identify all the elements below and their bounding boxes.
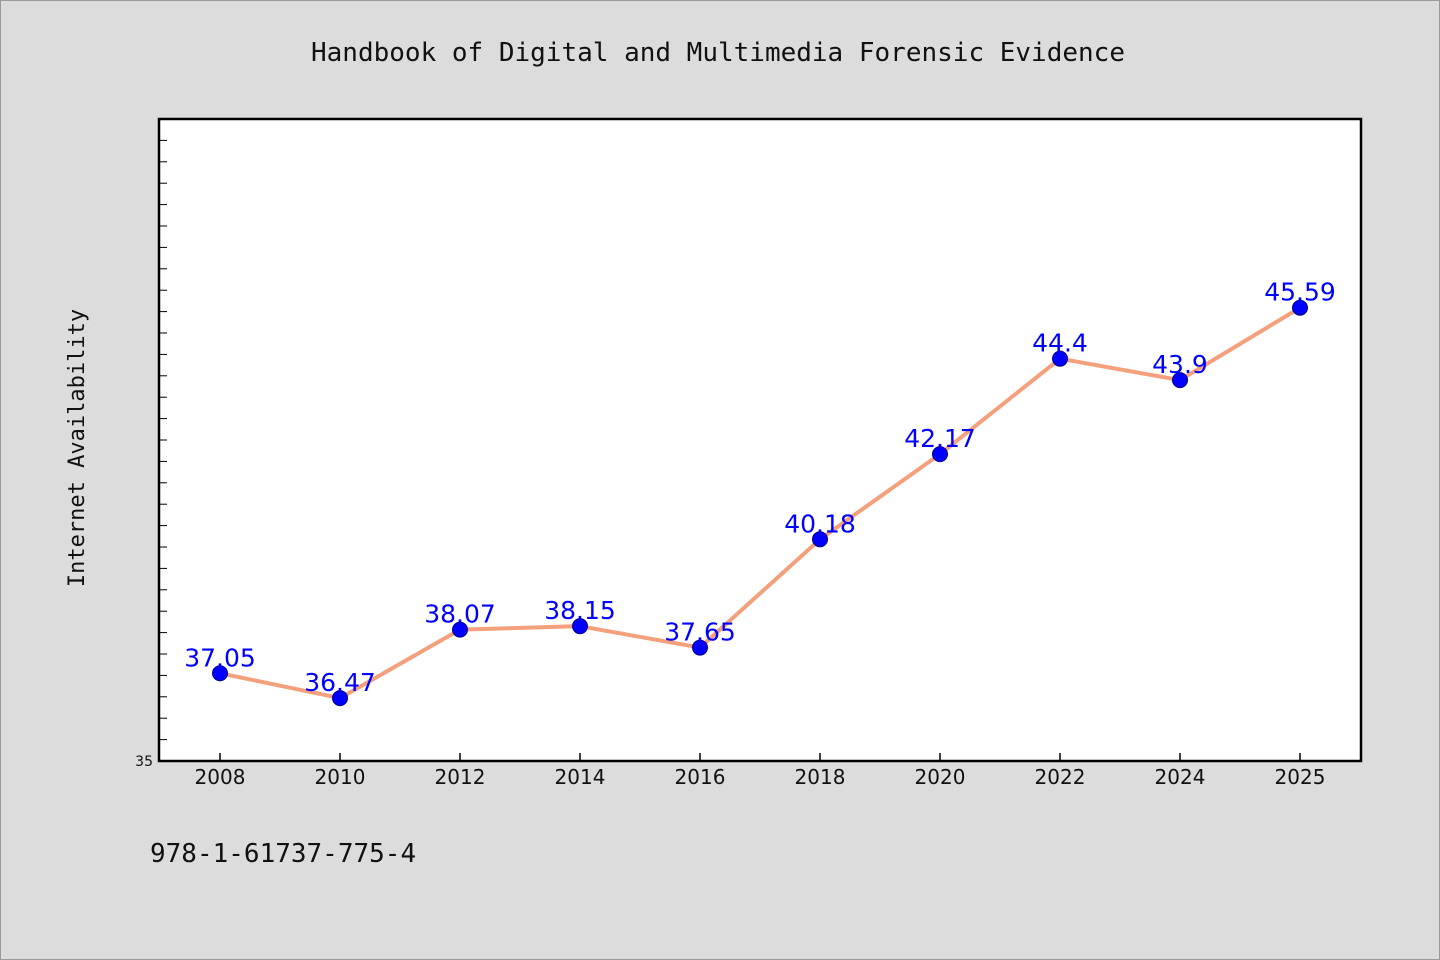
x-tick-label: 2025 [1275, 765, 1326, 789]
data-point [1292, 299, 1308, 316]
data-label: 37.65 [664, 618, 736, 647]
x-tick-label: 2018 [795, 765, 846, 789]
x-tick-label: 2022 [1035, 765, 1086, 789]
data-point [692, 639, 708, 656]
data-label: 38.15 [544, 596, 616, 625]
series-line [219, 306, 1302, 701]
data-point [932, 446, 948, 463]
data-label: 38.07 [424, 600, 496, 629]
data-label: 44.4 [1032, 329, 1088, 358]
series-layer: 37.05 36.47 38.07 38.15 37.65 40.18 42.17 44.4 4… [184, 278, 1336, 707]
x-tick-label: 2024 [1155, 765, 1206, 789]
x-axis-ticks: 2008 2010 2012 2014 2016 2018 2020 2022 2024 2025 [195, 753, 1326, 789]
plot-area [157, 117, 1363, 763]
data-point [812, 531, 828, 548]
x-tick-label: 2010 [315, 765, 366, 789]
data-point [452, 621, 468, 638]
data-label: 42.17 [904, 424, 976, 453]
data-label: 43.9 [1152, 350, 1208, 379]
y-axis-label: Internet Availability [65, 309, 90, 587]
chart-title: Handbook of Digital and Multimedia Foren… [311, 38, 1125, 68]
data-point [1052, 350, 1068, 367]
data-label: 37.05 [184, 643, 256, 672]
data-point [332, 690, 348, 707]
x-tick-label: 2014 [555, 765, 606, 789]
x-tick-label: 2020 [915, 765, 966, 789]
x-tick-label: 2012 [435, 765, 486, 789]
isbn-text: 978-1-61737-775-4 [150, 839, 416, 869]
data-point [212, 665, 228, 682]
y-tick-label: 35 [135, 754, 153, 770]
data-label: 45.59 [1264, 278, 1336, 307]
data-point [1172, 372, 1188, 389]
data-point [572, 618, 588, 635]
x-tick-label: 2008 [195, 765, 246, 789]
y-axis-ticks [159, 139, 167, 741]
x-tick-label: 2016 [675, 765, 726, 789]
data-label: 36.47 [304, 668, 376, 697]
data-label: 40.18 [784, 509, 856, 538]
